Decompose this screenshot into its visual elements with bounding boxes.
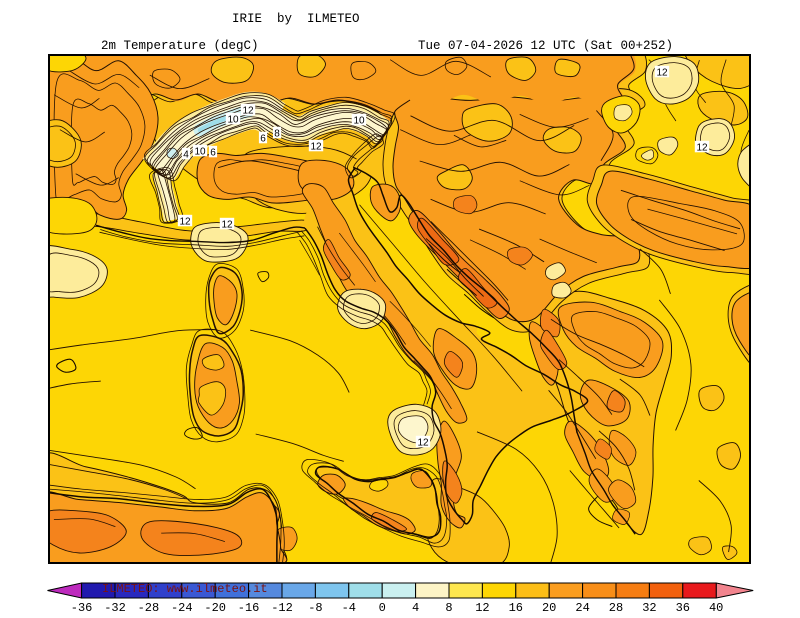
svg-text:-28: -28 [138, 601, 160, 615]
svg-text:4: 4 [183, 149, 189, 160]
svg-text:6: 6 [210, 147, 216, 158]
svg-text:20: 20 [542, 601, 556, 615]
svg-text:-8: -8 [308, 601, 322, 615]
svg-text:10: 10 [227, 114, 239, 125]
svg-text:-24: -24 [171, 601, 193, 615]
svg-text:-20: -20 [204, 601, 226, 615]
svg-text:10: 10 [353, 115, 365, 126]
svg-text:ILMETEO: www.ilmeteo.it: ILMETEO: www.ilmeteo.it [102, 582, 268, 596]
svg-text:8: 8 [445, 601, 452, 615]
svg-text:12: 12 [221, 219, 233, 230]
svg-text:24: 24 [575, 601, 589, 615]
svg-text:-32: -32 [104, 601, 126, 615]
svg-text:12: 12 [656, 67, 668, 78]
svg-text:10: 10 [194, 146, 206, 157]
svg-text:IRIE by ILMETEO: IRIE by ILMETEO [232, 12, 360, 26]
svg-text:0: 0 [379, 601, 386, 615]
svg-text:Tue 07-04-2026 12 UTC (Sat 00+: Tue 07-04-2026 12 UTC (Sat 00+252) [418, 39, 673, 53]
svg-text:12: 12 [696, 142, 708, 153]
svg-text:32: 32 [642, 601, 656, 615]
svg-text:16: 16 [509, 601, 523, 615]
svg-text:-36: -36 [71, 601, 93, 615]
svg-text:12: 12 [179, 216, 191, 227]
svg-text:8: 8 [274, 128, 280, 139]
svg-text:12: 12 [310, 141, 322, 152]
svg-text:28: 28 [609, 601, 623, 615]
svg-text:-12: -12 [271, 601, 293, 615]
svg-text:-16: -16 [238, 601, 260, 615]
svg-text:6: 6 [260, 133, 266, 144]
svg-text:40: 40 [709, 601, 723, 615]
svg-text:2m Temperature (degC): 2m Temperature (degC) [101, 39, 259, 53]
svg-text:12: 12 [242, 105, 254, 116]
svg-text:12: 12 [417, 437, 429, 448]
svg-text:-4: -4 [342, 601, 356, 615]
svg-text:12: 12 [475, 601, 489, 615]
svg-text:4: 4 [412, 601, 419, 615]
svg-text:36: 36 [676, 601, 690, 615]
